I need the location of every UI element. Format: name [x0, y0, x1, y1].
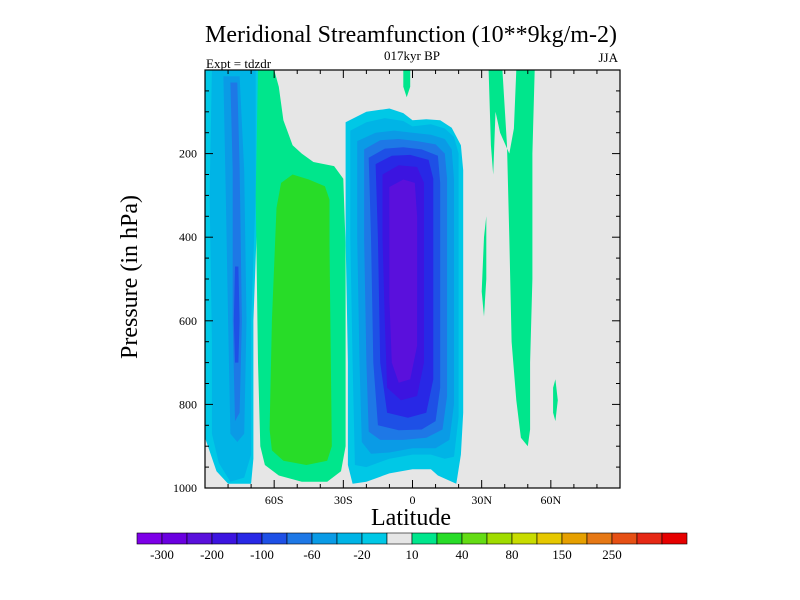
colorbar-label: 250: [602, 547, 622, 562]
colorbar-swatch: [211, 532, 238, 545]
x-tick-label: 30S: [334, 493, 353, 507]
colorbar-swatch: [311, 532, 338, 545]
colorbar-swatch: [511, 532, 538, 545]
colorbar-swatch: [386, 532, 413, 545]
colorbar-label: -100: [250, 547, 274, 562]
colorbar-label: 150: [552, 547, 572, 562]
colorbar-swatch: [436, 532, 463, 545]
x-tick-label: 60S: [265, 493, 284, 507]
colorbar-label: -200: [200, 547, 224, 562]
colorbar-swatch: [661, 532, 688, 545]
colorbar-label: -20: [353, 547, 370, 562]
y-tick-label: 1000: [173, 481, 197, 495]
axis-ticks: 60S 30S 0 30N 60N 200 400 600 800 1000: [173, 69, 620, 507]
colorbar-swatch: [461, 532, 488, 545]
polar-cell-contour-80: [233, 266, 240, 363]
northern-cell-contour-10-c: [481, 216, 487, 317]
contour-fill: [205, 70, 558, 484]
hadley-cell-contour-200: [389, 179, 418, 383]
chart-subtitle-experiment: Expt = tdzdr: [206, 56, 272, 71]
colorbar-swatch: [336, 532, 363, 545]
chart-subtitle-period: 017kyr BP: [384, 48, 440, 63]
colorbar-label: 40: [456, 547, 469, 562]
y-tick-label: 600: [179, 314, 197, 328]
chart-title: Meridional Streamfunction (10**9kg/m-2): [205, 22, 617, 48]
colorbar-swatch: [586, 532, 613, 545]
colorbar-swatch: [636, 532, 663, 545]
x-tick-label: 30N: [471, 493, 492, 507]
colorbar-swatch: [611, 532, 638, 545]
colorbar-label: 10: [406, 547, 419, 562]
colorbar-swatch: [361, 532, 388, 545]
colorbar: -300 -200 -100 -60 -20 10 40 80 150 250: [136, 532, 688, 562]
y-axis-label: Pressure (in hPa): [117, 195, 143, 359]
colorbar-swatch: [236, 532, 263, 545]
colorbar-swatch: [411, 532, 438, 545]
northern-cell-contour-10-d: [553, 379, 558, 422]
x-axis-label: Latitude: [371, 505, 451, 531]
colorbar-swatch: [561, 532, 588, 545]
y-tick-label: 200: [179, 147, 197, 161]
northern-cell-contour-10-b: [488, 70, 535, 447]
y-tick-label: 400: [179, 230, 197, 244]
colorbar-label: -300: [150, 547, 174, 562]
colorbar-swatch: [536, 532, 563, 545]
northern-cell-contour-10-a: [403, 70, 411, 98]
colorbar-label: 80: [506, 547, 519, 562]
x-tick-label: 60N: [540, 493, 561, 507]
y-tick-label: 800: [179, 397, 197, 411]
ferrel-cell-contour-20: [269, 174, 332, 465]
colorbar-label: -60: [303, 547, 320, 562]
colorbar-swatch: [136, 532, 163, 545]
colorbar-swatch: [161, 532, 188, 545]
colorbar-swatch: [286, 532, 313, 545]
x-tick-label: 0: [410, 493, 416, 507]
chart-subtitle-season: JJA: [598, 50, 618, 65]
colorbar-swatch: [186, 532, 213, 545]
colorbar-swatch: [261, 532, 288, 545]
colorbar-swatch: [486, 532, 513, 545]
